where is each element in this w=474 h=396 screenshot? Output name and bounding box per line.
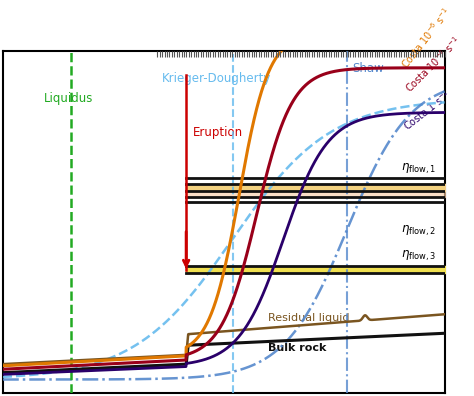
- Text: Liquidus: Liquidus: [45, 93, 94, 105]
- Text: Eruption: Eruption: [193, 126, 243, 139]
- Text: Residual liquid: Residual liquid: [268, 313, 349, 323]
- Text: $\eta_{\mathrm{flow,2}}$: $\eta_{\mathrm{flow,2}}$: [401, 224, 436, 238]
- Text: $\eta_{\mathrm{flow,1}}$: $\eta_{\mathrm{flow,1}}$: [401, 162, 436, 176]
- Text: Costa $1$ s$^{-1}$: Costa $1$ s$^{-1}$: [401, 87, 454, 133]
- Text: Bulk rock: Bulk rock: [268, 343, 326, 353]
- Text: $\eta_{\mathrm{flow,3}}$: $\eta_{\mathrm{flow,3}}$: [401, 249, 436, 263]
- Text: Shaw: Shaw: [352, 62, 383, 75]
- Text: Costa $10^{-6}$ s$^{-1}$: Costa $10^{-6}$ s$^{-1}$: [398, 5, 454, 71]
- Text: Krieger-Dougherty: Krieger-Dougherty: [162, 72, 271, 85]
- Text: Costa $10^{-4}$ s$^{-1}$: Costa $10^{-4}$ s$^{-1}$: [402, 34, 464, 95]
